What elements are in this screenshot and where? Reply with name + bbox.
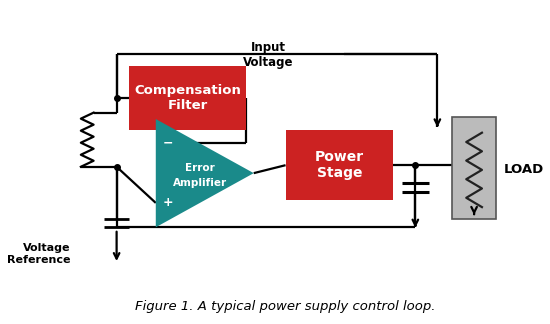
Text: Compensation
Filter: Compensation Filter	[134, 84, 241, 112]
Text: Input
Voltage: Input Voltage	[243, 41, 294, 69]
Text: Voltage
Reference: Voltage Reference	[7, 243, 70, 265]
Text: −: −	[163, 137, 173, 150]
Text: +: +	[163, 196, 173, 209]
Text: Error: Error	[185, 163, 214, 173]
Text: LOAD: LOAD	[503, 164, 544, 177]
Bar	[285, 130, 393, 200]
Bar	[129, 66, 246, 130]
Polygon shape	[156, 119, 254, 227]
Bar	[452, 117, 496, 219]
Text: Power
Stage: Power Stage	[315, 150, 364, 180]
Text: Figure 1. A typical power supply control loop.: Figure 1. A typical power supply control…	[135, 300, 436, 313]
Text: Amplifier: Amplifier	[173, 178, 227, 188]
